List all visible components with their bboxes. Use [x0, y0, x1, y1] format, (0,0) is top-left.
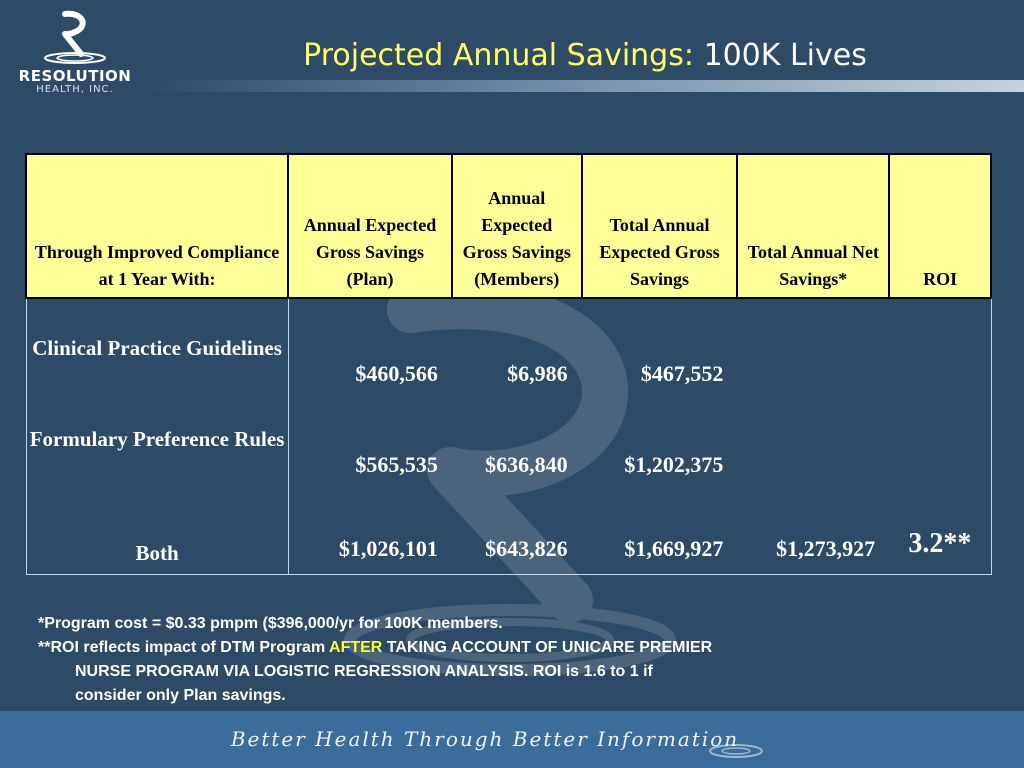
footnote-roi-part1: **ROI reflects impact of DTM Program	[38, 639, 330, 656]
swirl-watermark-icon	[344, 283, 676, 676]
header-cell: Total Annual Expected Gross Savings	[580, 153, 739, 299]
roi-cell: 3.2**	[889, 486, 992, 575]
footer-tagline: Better Health Through Better Information	[230, 727, 740, 751]
savings-table: Through Improved Compliance at 1 Year Wi…	[24, 153, 992, 575]
header-cell: Through Improved Compliance at 1 Year Wi…	[24, 153, 290, 299]
header-cell: ROI	[888, 153, 992, 299]
net-savings-cell	[737, 394, 889, 486]
footer-bar: Better Health Through Better Information	[0, 711, 1024, 768]
table-row: Formulary Preference Rules $565,535 $636…	[25, 394, 992, 486]
row-label: Clinical Practice Guidelines	[25, 298, 289, 394]
footnotes: *Program cost = $0.33 pmpm ($396,000/yr …	[38, 612, 998, 708]
member-savings-cell: $6,986	[507, 361, 568, 386]
header-cell: Total Annual Net Savings*	[736, 153, 891, 299]
logo-subtitle: HEALTH, INC.	[36, 84, 114, 95]
title-highlight: 100K Lives	[703, 38, 867, 73]
page-title: Projected Annual Savings: 100K Lives	[150, 38, 1020, 73]
header-cell: Annual Expected Gross Savings (Members)	[450, 153, 583, 299]
footnote-program-cost: *Program cost = $0.33 pmpm ($396,000/yr …	[38, 615, 503, 632]
roi-cell	[889, 394, 992, 486]
row-label: Formulary Preference Rules	[25, 394, 289, 486]
footnote-roi: **ROI reflects impact of DTM Program AFT…	[38, 636, 998, 660]
plan-savings-cell: $565,535	[355, 452, 438, 477]
roi-cell	[889, 298, 992, 394]
resolution-logo-icon	[44, 10, 106, 64]
table-row: Clinical Practice Guidelines $460,566 $6…	[25, 298, 992, 394]
total-savings-cell: $467,552	[640, 361, 724, 386]
footnote-roi-line3: NURSE PROGRAM VIA LOGISTIC REGRESSION AN…	[75, 663, 653, 680]
header-cell: Annual Expected Gross Savings (Plan)	[287, 153, 453, 299]
net-savings-cell	[737, 298, 889, 394]
net-savings-cell: $1,273,927	[737, 486, 890, 575]
footnote-roi-line4: consider only Plan savings.	[75, 687, 286, 704]
company-logo: RESOLUTION HEALTH, INC.	[10, 10, 140, 102]
table-header-row: Through Improved Compliance at 1 Year Wi…	[24, 153, 992, 299]
member-savings-cell: $636,840	[485, 452, 568, 477]
title-underline-bar	[140, 80, 1024, 92]
total-savings-cell: $1,202,375	[624, 452, 724, 477]
footnote-roi-part2: TAKING ACCOUNT OF UNICARE PREMIER	[382, 639, 713, 656]
row-label: Both	[25, 486, 289, 575]
footnote-after-emphasis: AFTER	[329, 639, 383, 656]
footer-swirl-icon	[709, 744, 763, 758]
title-main: Projected Annual Savings:	[303, 38, 694, 73]
table-row: Both $1,026,101 $643,826 $1,669,927 $1,2…	[25, 486, 992, 575]
plan-savings-cell: $1,026,101	[288, 486, 452, 575]
member-savings-cell: $643,826	[451, 486, 582, 575]
logo-name: RESOLUTION	[18, 67, 132, 85]
total-savings-cell: $1,669,927	[581, 486, 738, 575]
plan-savings-cell: $460,566	[355, 361, 438, 386]
